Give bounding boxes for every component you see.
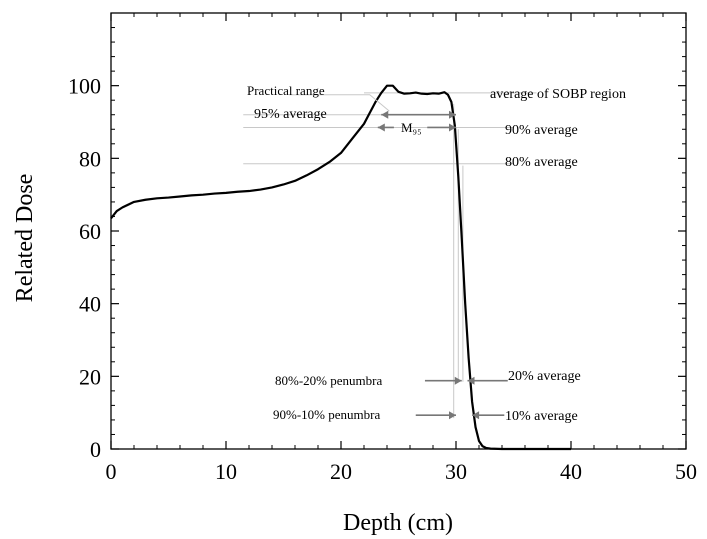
y-tick-label: 20 [79,364,101,389]
y-tick-label: 0 [90,437,101,462]
y-tick-label: 40 [79,292,101,317]
annotation-95-average: 95% average [254,107,327,122]
y-tick-label: 60 [79,219,101,244]
y-tick-label: 100 [68,74,101,99]
arrows-layer [289,94,508,420]
annotation-average-sobp: average of SOBP region [490,87,626,102]
series-layer [110,84,571,451]
x-tick-label: 30 [445,459,467,484]
x-tick-label: 50 [675,459,697,484]
arrow-head [449,110,456,119]
arrow-head [467,376,475,385]
y-tick-label: 80 [79,146,101,171]
annotation-90-average: 90% average [505,123,578,138]
annotation-m95: M₉₅ [401,120,422,135]
guides-layer [243,92,537,419]
x-axis-title: Depth (cm) [343,510,453,536]
practical-range-leader [289,94,390,112]
arrow-head [472,411,480,420]
annotation-practical-range: Practical range [247,83,325,98]
annotation-80-average: 80% average [505,155,578,170]
arrow-head [449,123,456,132]
annotation-90-10-penumbra: 90%-10% penumbra [273,407,380,422]
x-tick-label: 40 [560,459,582,484]
arrow-head [381,110,389,119]
y-axis-title: Related Dose [12,174,38,303]
arrow-head [377,123,385,132]
annotation-20-average: 20% average [508,369,581,384]
x-tick-label: 0 [106,459,117,484]
annotation-80-20-penumbra: 80%-20% penumbra [275,373,382,388]
ticks-layer: 0 10 20 30 40 50 0 20 40 60 80 100 [68,13,697,484]
arrow-head [449,411,456,420]
x-tick-label: 10 [215,459,237,484]
plot-frame [110,12,687,450]
annotation-10-average: 10% average [505,409,578,424]
x-tick-label: 20 [330,459,352,484]
dose-curve [110,84,571,451]
arrow-head [454,376,462,385]
